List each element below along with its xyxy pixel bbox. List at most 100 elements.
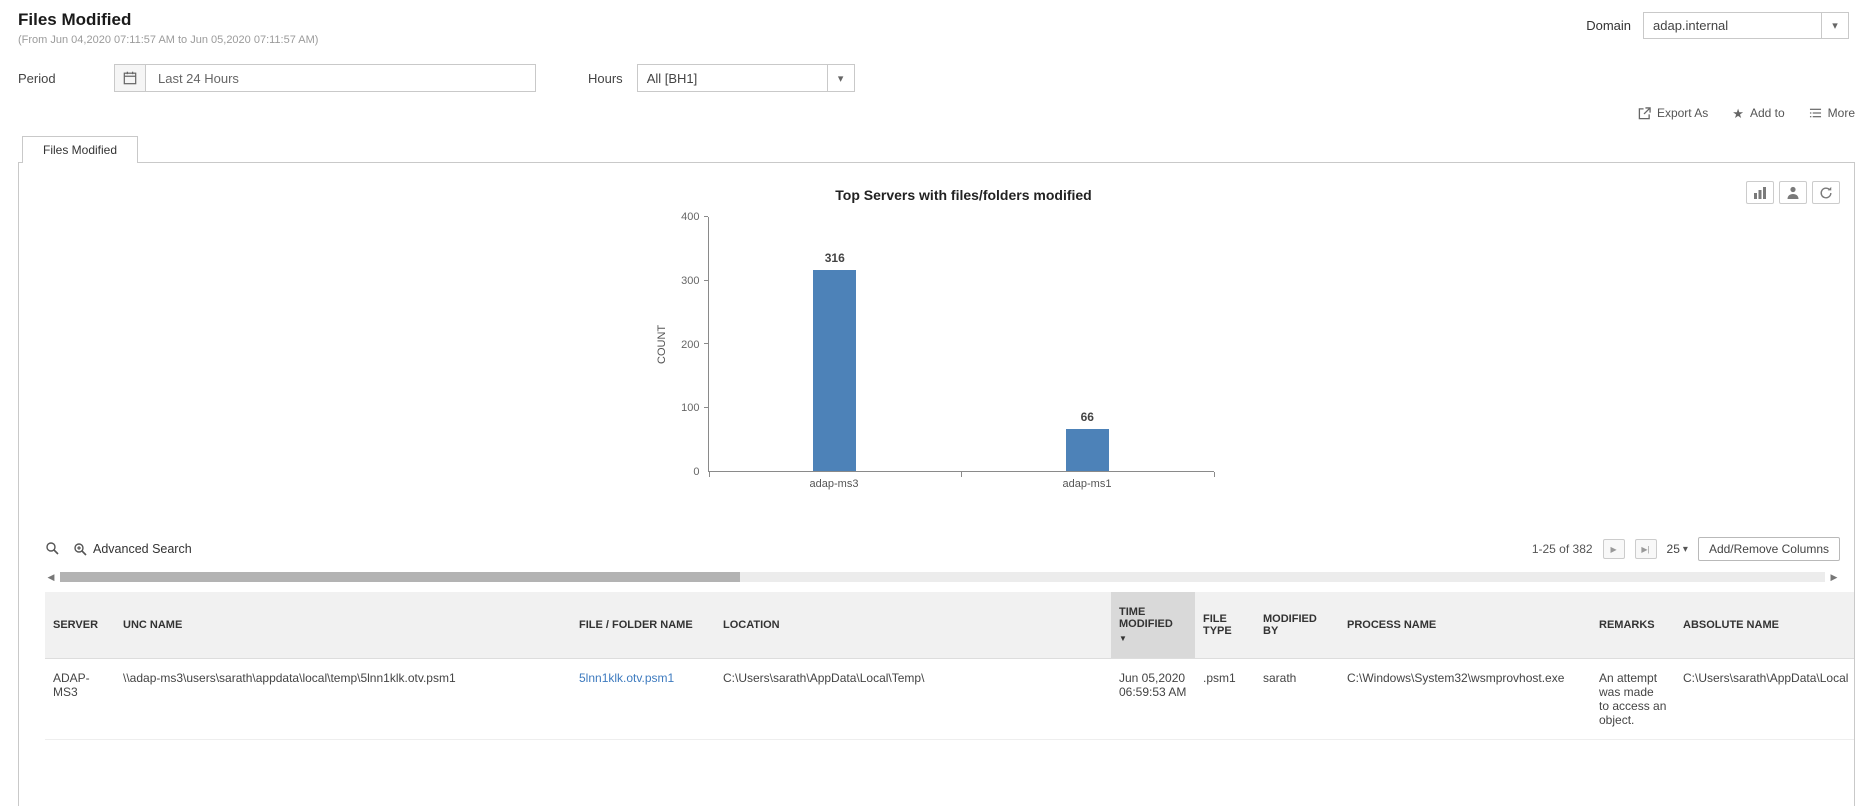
cell-remarks: An attempt was made to access an object.	[1591, 658, 1675, 740]
column-header-process-name[interactable]: PROCESS NAME	[1339, 592, 1591, 659]
bar-group: 66	[961, 217, 1214, 471]
plot-area: 316 66	[703, 216, 1215, 477]
sort-desc-icon: ▼	[1119, 634, 1127, 644]
axis-tick-mark	[961, 472, 962, 477]
more-icon	[1809, 108, 1821, 118]
column-header-unc-name[interactable]: UNC NAME	[115, 592, 571, 659]
next-page-icon: ▶	[1610, 544, 1617, 554]
bar-value-label: 316	[824, 251, 845, 266]
period-value: Last 24 Hours	[158, 70, 239, 86]
scroll-left-button[interactable]: ◀	[47, 571, 55, 582]
column-header-label: TIME MODIFIED	[1119, 606, 1173, 631]
y-axis-tick: 300	[681, 274, 700, 287]
cell-process-name: C:\Windows\System32\wsmprovhost.exe	[1339, 658, 1591, 740]
axis-tick-mark	[703, 216, 708, 217]
bar-chart-icon	[1753, 187, 1766, 199]
y-axis: 0 100 200 300 400	[670, 211, 708, 478]
cell-modified-by: sarath	[1255, 658, 1339, 740]
cell-absolute-name: C:\Users\sarath\AppData\Local	[1675, 658, 1854, 740]
column-header-file-type[interactable]: FILE TYPE	[1195, 592, 1255, 659]
report-panel: Top Servers with files/folders modified …	[18, 162, 1855, 806]
export-as-label: Export As	[1656, 106, 1709, 120]
refresh-icon	[1820, 186, 1832, 198]
y-axis-tick: 400	[681, 211, 700, 223]
hours-label: Hours	[588, 70, 623, 86]
table-row: ADAP-MS3 \\adap-ms3\users\sarath\appdata…	[45, 658, 1854, 740]
cell-server: ADAP-MS3	[45, 658, 115, 740]
domain-label: Domain	[1586, 18, 1631, 33]
scrollbar-thumb[interactable]	[60, 572, 740, 582]
x-axis-label: adap-ms3	[809, 478, 859, 490]
filter-row: Period Last 24 Hours Hours All [BH1] ▾	[0, 64, 1873, 92]
column-header-time-modified[interactable]: TIME MODIFIED ▼	[1111, 592, 1195, 659]
more-label: More	[1827, 106, 1855, 120]
export-as-button[interactable]: Export As	[1638, 106, 1708, 120]
axis-tick-mark	[708, 472, 710, 477]
results-table: SERVER UNC NAME FILE / FOLDER NAME LOCAT…	[45, 592, 1854, 740]
y-axis-tick: 200	[681, 338, 700, 351]
table-section: Advanced Search 1-25 of 382 ▶ ▶| 25 ▾ Ad…	[19, 532, 1854, 740]
chart-bar[interactable]	[1065, 429, 1109, 471]
bar-chart: Top Servers with files/folders modified …	[654, 187, 1220, 490]
domain-picker: Domain adap.internal ▾	[1586, 12, 1849, 39]
tab-files-modified[interactable]: Files Modified	[22, 136, 139, 163]
page-size-select[interactable]: 25 ▾	[1667, 542, 1688, 556]
cell-file-folder-name-link[interactable]: 5lnn1klk.otv.psm1	[571, 658, 715, 740]
add-remove-columns-label: Add/Remove Columns	[1708, 542, 1829, 556]
search-button[interactable]	[45, 541, 59, 558]
period-label: Period	[18, 70, 56, 86]
table-toolbar: Advanced Search 1-25 of 382 ▶ ▶| 25 ▾ Ad…	[45, 532, 1854, 566]
chart-toolbar	[1746, 181, 1840, 204]
period-input[interactable]: Last 24 Hours	[146, 64, 536, 92]
export-icon	[1638, 106, 1651, 119]
search-icon	[46, 541, 59, 555]
column-header-remarks[interactable]: REMARKS	[1591, 592, 1675, 659]
top-bar: Files Modified (From Jun 04,2020 07:11:5…	[0, 0, 1873, 46]
x-axis: adap-ms3 adap-ms1	[708, 472, 1214, 490]
advanced-search-button[interactable]: Advanced Search	[73, 542, 192, 556]
add-to-button[interactable]: ★ Add to	[1732, 106, 1784, 120]
x-axis-label: adap-ms1	[1062, 478, 1112, 490]
calendar-icon	[123, 71, 137, 85]
y-axis-title: COUNT	[655, 324, 668, 365]
axis-tick-mark	[1213, 472, 1215, 477]
more-button[interactable]: More	[1809, 106, 1855, 120]
chart-settings-button[interactable]	[1746, 181, 1774, 204]
cell-file-type: .psm1	[1195, 658, 1255, 740]
period-control: Last 24 Hours	[114, 64, 536, 92]
user-report-button[interactable]	[1779, 181, 1807, 204]
axis-tick-mark	[703, 343, 708, 344]
axis-tick-mark	[703, 279, 708, 281]
chart-bar[interactable]	[813, 270, 857, 471]
scroll-right-button[interactable]: ▶	[1830, 571, 1838, 582]
cell-unc-name: \\adap-ms3\users\sarath\appdata\local\te…	[115, 658, 571, 740]
date-picker-button[interactable]	[114, 64, 146, 92]
add-remove-columns-button[interactable]: Add/Remove Columns	[1697, 537, 1840, 561]
star-icon: ★	[1732, 105, 1744, 121]
add-to-label: Add to	[1749, 106, 1785, 120]
column-header-modified-by[interactable]: MODIFIED BY	[1255, 592, 1339, 659]
domain-select[interactable]: adap.internal ▾	[1643, 12, 1849, 39]
hours-select[interactable]: All [BH1] ▾	[636, 64, 855, 92]
last-page-icon: ▶|	[1641, 544, 1650, 554]
scrollbar-track[interactable]	[60, 572, 1825, 582]
column-header-server[interactable]: SERVER	[45, 592, 115, 659]
domain-value: adap.internal	[1653, 18, 1729, 33]
axis-tick-mark	[703, 406, 708, 408]
page-title: Files Modified	[18, 10, 132, 29]
hours-value: All [BH1]	[646, 70, 698, 86]
refresh-button[interactable]	[1812, 181, 1840, 204]
chart-title: Top Servers with files/folders modified	[835, 187, 1092, 203]
column-header-file-folder-name[interactable]: FILE / FOLDER NAME	[571, 592, 715, 659]
column-header-absolute-name[interactable]: ABSOLUTE NAME	[1675, 592, 1854, 659]
bar-group: 316	[709, 217, 962, 471]
cell-time-modified: Jun 05,2020 06:59:53 AM	[1111, 658, 1195, 740]
last-page-button[interactable]: ▶|	[1634, 539, 1657, 559]
next-page-button[interactable]: ▶	[1602, 539, 1625, 559]
page-size-value: 25	[1666, 542, 1680, 556]
column-header-location[interactable]: LOCATION	[715, 592, 1111, 659]
chart-area: Top Servers with files/folders modified …	[19, 163, 1854, 490]
y-axis-tick: 0	[693, 466, 700, 478]
report-actions: Export As ★ Add to More	[0, 92, 1873, 128]
cell-location: C:\Users\sarath\AppData\Local\Temp\	[715, 658, 1111, 740]
